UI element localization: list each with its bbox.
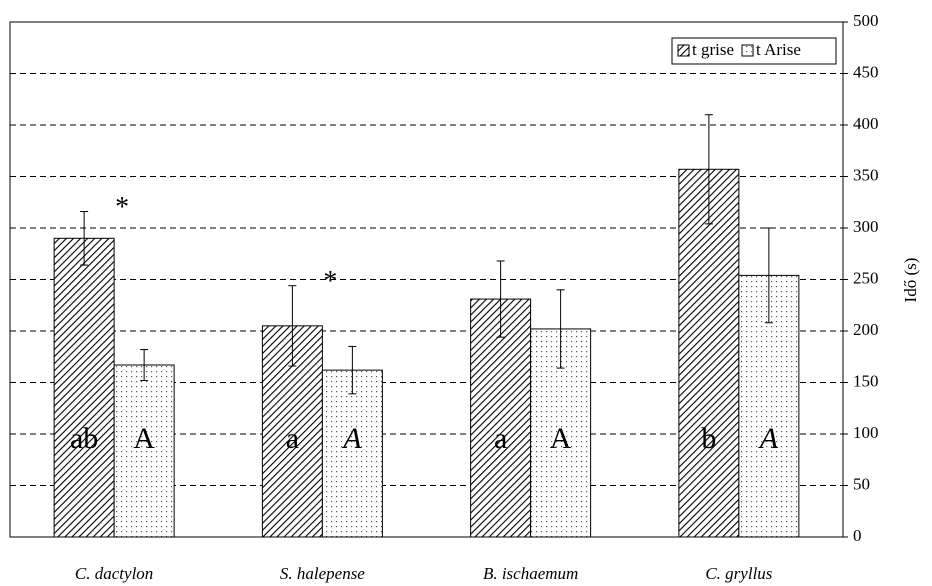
y-tick-label: 500: [853, 11, 879, 30]
y-tick-label: 150: [853, 371, 879, 390]
y-tick-label: 200: [853, 320, 879, 339]
error-bar: [288, 285, 297, 367]
error-bar: [764, 227, 773, 324]
x-tick-label: S. halepense: [280, 564, 365, 583]
y-tick-label: 100: [853, 423, 879, 442]
group-letter: ab: [70, 422, 98, 455]
y-tick-label: 50: [853, 474, 870, 493]
x-tick-label: C. gryllus: [705, 564, 772, 583]
legend-swatch: [741, 44, 754, 57]
error-bar: [496, 260, 505, 338]
group-letter: A: [758, 422, 779, 455]
y-axis-label: Idő (s): [901, 258, 920, 303]
group-letter: A: [550, 422, 572, 455]
bar: [53, 237, 115, 538]
y-tick-label: 400: [853, 114, 879, 133]
x-tick-label: C. dactylon: [75, 564, 153, 583]
bar: [113, 364, 175, 538]
x-tick-label: B. ischaemum: [483, 564, 578, 583]
bar: [678, 168, 740, 538]
y-tick-label: 300: [853, 217, 879, 236]
error-bar: [556, 289, 565, 369]
legend-label: t Arise: [756, 40, 801, 59]
bar: [321, 369, 383, 538]
legend: t grise t Arise: [671, 37, 837, 65]
y-tick-label: 0: [853, 526, 862, 545]
group-letter: A: [341, 422, 362, 455]
group-letter: a: [286, 422, 299, 455]
legend-swatch: [677, 44, 690, 57]
y-tick-label: 450: [853, 62, 879, 81]
significance-mark: *: [323, 266, 337, 297]
legend-box: [671, 37, 837, 65]
error-bar: [80, 211, 89, 266]
group-letter: A: [133, 422, 155, 455]
legend-label: t grise: [692, 40, 734, 59]
group-letter: a: [494, 422, 507, 455]
y-tick-label: 250: [853, 268, 879, 287]
error-bar: [348, 345, 357, 395]
error-bar: [140, 349, 149, 381]
y-tick-label: 350: [853, 165, 879, 184]
error-bar: [704, 114, 713, 225]
significance-mark: *: [115, 192, 129, 223]
group-letter: b: [701, 422, 716, 455]
